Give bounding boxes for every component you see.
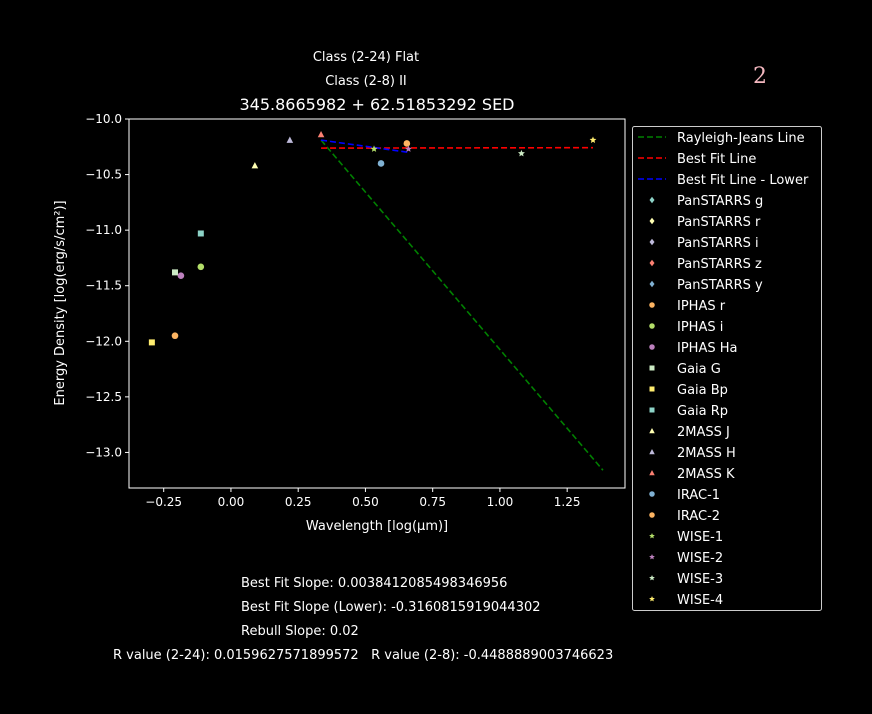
x-axis-label: Wavelength [log(μm)] xyxy=(306,519,448,534)
fit-line xyxy=(320,139,409,154)
legend-marker xyxy=(649,491,655,497)
legend-label: IRAC-1 xyxy=(677,488,720,503)
legend-label: PanSTARRS g xyxy=(677,194,763,209)
x-tick-label: 0.00 xyxy=(218,495,245,509)
legend-marker xyxy=(649,302,655,308)
best-fit-slope-text: Best Fit Slope: 0.0038412085498346956 xyxy=(241,576,508,591)
legend-label: 2MASS J xyxy=(677,425,730,440)
legend-marker xyxy=(649,217,655,225)
data-point xyxy=(148,339,155,346)
y-axis-label: Energy Density [log(erg/s/cm²)] xyxy=(53,200,68,405)
y-tick-label: −12.5 xyxy=(85,390,122,404)
data-point xyxy=(405,145,412,152)
legend-label: PanSTARRS y xyxy=(677,278,763,293)
x-tick-label: 0.25 xyxy=(285,495,312,509)
legend-marker xyxy=(649,280,655,288)
corner-label: 2 xyxy=(753,64,767,89)
legend-label: Gaia G xyxy=(677,362,721,377)
legend-label: 2MASS H xyxy=(677,446,736,461)
data-point xyxy=(171,269,178,276)
legend-marker xyxy=(649,533,655,539)
legend-marker xyxy=(649,449,655,455)
data-point xyxy=(286,136,294,143)
legend-marker xyxy=(649,554,655,560)
legend-label: Rayleigh-Jeans Line xyxy=(677,131,805,146)
r-values-text: R value (2-24): 0.0159627571899572 R val… xyxy=(113,648,614,663)
legend-marker xyxy=(649,344,655,350)
legend-label: WISE-1 xyxy=(677,530,723,545)
data-point xyxy=(197,230,204,237)
legend-label: PanSTARRS r xyxy=(677,215,761,230)
legend-label: Best Fit Line - Lower xyxy=(677,173,809,188)
data-point xyxy=(171,332,179,340)
legend-marker xyxy=(649,470,655,476)
y-tick-label: −11.5 xyxy=(85,279,122,293)
legend-label: Gaia Bp xyxy=(677,383,728,398)
legend-label: PanSTARRS i xyxy=(677,236,759,251)
title-line-2: Class (2-8) II xyxy=(325,74,407,89)
x-tick-label: 0.50 xyxy=(352,495,379,509)
legend-label: IPHAS i xyxy=(677,320,723,335)
legend-marker xyxy=(649,238,655,246)
x-tick-label: 1.25 xyxy=(554,495,581,509)
best-fit-slope-lower-text: Best Fit Slope (Lower): -0.3160815919044… xyxy=(241,600,541,615)
legend-label: Gaia Rp xyxy=(677,404,728,419)
rebull-slope-text: Rebull Slope: 0.02 xyxy=(241,624,359,639)
data-point xyxy=(177,272,185,280)
legend-label: Best Fit Line xyxy=(677,152,756,167)
y-tick-label: −13.0 xyxy=(85,445,122,459)
data-point xyxy=(589,136,597,143)
legend-marker xyxy=(649,386,655,392)
data-point xyxy=(251,162,259,169)
legend-marker xyxy=(649,196,655,204)
legend-label: IRAC-2 xyxy=(677,509,720,524)
legend-label: WISE-3 xyxy=(677,572,723,587)
legend-marker xyxy=(649,575,655,581)
x-tick-label: 1.00 xyxy=(487,495,514,509)
chart-title: 345.8665982 + 62.51853292 SED xyxy=(239,95,514,114)
title-line-1: Class (2-24) Flat xyxy=(313,50,419,65)
legend-marker xyxy=(649,407,655,413)
x-tick-label: 0.75 xyxy=(419,495,446,509)
y-tick-label: −10.5 xyxy=(85,168,122,182)
axes-frame xyxy=(128,118,626,489)
data-point xyxy=(518,149,525,157)
legend-marker xyxy=(649,259,655,267)
legend-label: WISE-4 xyxy=(677,593,723,608)
data-point xyxy=(403,140,411,147)
legend-marker xyxy=(649,365,655,371)
data-point xyxy=(370,145,378,152)
legend-marker xyxy=(649,596,655,602)
data-point xyxy=(197,263,205,271)
legend-label: WISE-2 xyxy=(677,551,723,566)
legend-marker xyxy=(649,428,655,434)
legend-marker xyxy=(649,512,655,518)
legend-box xyxy=(632,126,822,611)
y-tick-label: −12.0 xyxy=(85,334,122,348)
x-tick-label: −0.25 xyxy=(145,495,182,509)
legend-marker xyxy=(649,323,655,329)
data-point xyxy=(377,160,385,167)
legend-label: PanSTARRS z xyxy=(677,257,762,272)
y-tick-label: −11.0 xyxy=(85,223,122,237)
data-point xyxy=(317,130,325,138)
y-tick-label: −10.0 xyxy=(85,112,122,126)
legend-label: 2MASS K xyxy=(677,467,735,482)
legend-label: IPHAS r xyxy=(677,299,726,314)
fit-line xyxy=(320,139,604,471)
legend-label: IPHAS Ha xyxy=(677,341,737,356)
